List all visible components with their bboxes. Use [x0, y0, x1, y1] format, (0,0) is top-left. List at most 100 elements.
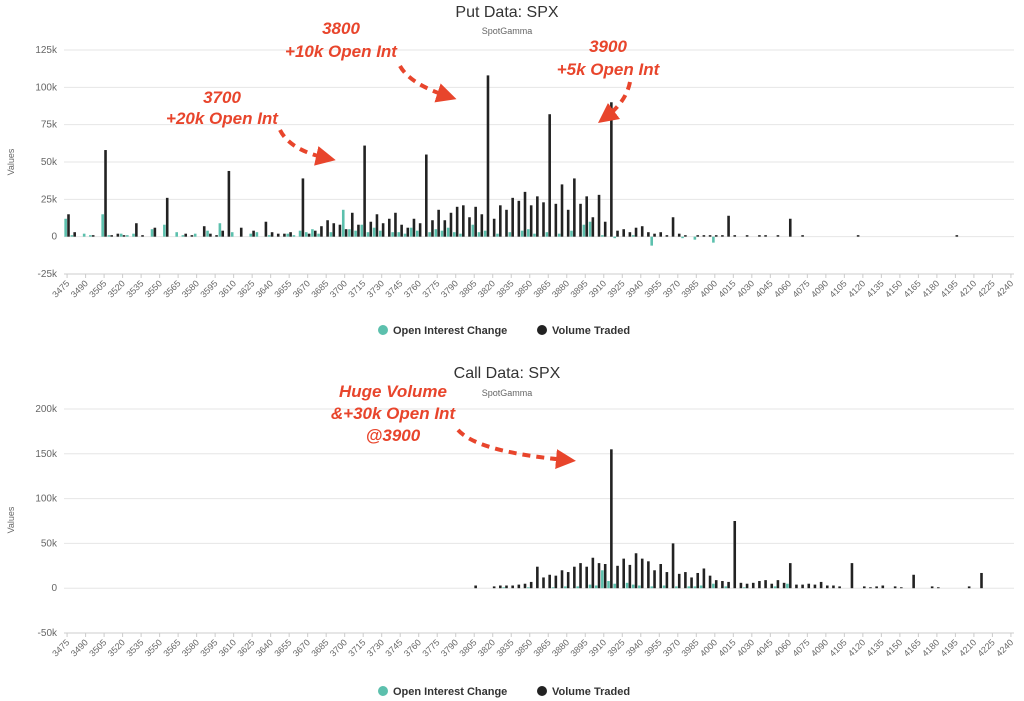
bar-volume-traded[interactable] — [634, 227, 638, 237]
bar-volume-traded[interactable] — [276, 233, 280, 237]
bar-open-interest-change[interactable] — [520, 230, 524, 237]
put-legend[interactable]: Open Interest Change Volume Traded — [378, 325, 630, 337]
bar-volume-traded[interactable] — [536, 566, 539, 589]
bar-open-interest-change[interactable] — [650, 586, 653, 589]
bar-volume-traded[interactable] — [690, 577, 693, 589]
bar-open-interest-change[interactable] — [582, 224, 586, 237]
bar-volume-traded[interactable] — [603, 221, 607, 237]
bar-volume-traded[interactable] — [708, 235, 712, 237]
bar-volume-traded[interactable] — [628, 564, 632, 589]
bar-volume-traded[interactable] — [122, 235, 126, 237]
bar-volume-traded[interactable] — [628, 232, 632, 237]
bar-volume-traded[interactable] — [523, 583, 527, 589]
bar-volume-traded[interactable] — [239, 227, 243, 237]
bar-volume-traded[interactable] — [566, 209, 570, 237]
bar-open-interest-change[interactable] — [329, 232, 333, 237]
bar-volume-traded[interactable] — [714, 235, 718, 237]
bar-open-interest-change[interactable] — [533, 233, 536, 237]
bar-volume-traded[interactable] — [104, 150, 107, 237]
bar-volume-traded[interactable] — [610, 449, 613, 589]
bar-volume-traded[interactable] — [455, 206, 459, 237]
bar-volume-traded[interactable] — [838, 586, 841, 589]
bar-volume-traded[interactable] — [634, 553, 638, 589]
bar-volume-traded[interactable] — [443, 220, 447, 237]
bar-volume-traded[interactable] — [585, 566, 588, 589]
bar-open-interest-change[interactable] — [348, 229, 351, 237]
bar-volume-traded[interactable] — [616, 230, 619, 237]
bar-volume-traded[interactable] — [671, 543, 675, 589]
bar-volume-traded[interactable] — [153, 227, 157, 237]
bar-volume-traded[interactable] — [862, 586, 866, 589]
bar-volume-traded[interactable] — [91, 235, 95, 237]
bar-volume-traded[interactable] — [449, 212, 453, 237]
bar-open-interest-change[interactable] — [255, 232, 259, 237]
bar-open-interest-change[interactable] — [354, 230, 357, 237]
bar-open-interest-change[interactable] — [286, 233, 290, 237]
bar-volume-traded[interactable] — [505, 585, 508, 589]
bar-open-interest-change[interactable] — [508, 232, 512, 237]
bar-open-interest-change[interactable] — [786, 583, 789, 589]
bar-volume-traded[interactable] — [745, 235, 749, 237]
bar-open-interest-change[interactable] — [107, 235, 111, 237]
bar-open-interest-change[interactable] — [317, 233, 320, 237]
bar-open-interest-change[interactable] — [650, 236, 653, 246]
bar-volume-traded[interactable] — [264, 221, 268, 237]
bar-volume-traded[interactable] — [387, 218, 391, 237]
bar-volume-traded[interactable] — [566, 572, 570, 589]
bar-volume-traded[interactable] — [591, 557, 595, 589]
bar-open-interest-change[interactable] — [687, 586, 691, 589]
bar-open-interest-change[interactable] — [588, 584, 592, 589]
bar-volume-traded[interactable] — [764, 235, 767, 237]
bar-open-interest-change[interactable] — [126, 235, 129, 237]
bar-volume-traded[interactable] — [733, 521, 737, 589]
bar-volume-traded[interactable] — [832, 585, 835, 589]
bar-volume-traded[interactable] — [721, 235, 724, 237]
bar-volume-traded[interactable] — [937, 587, 940, 589]
bar-open-interest-change[interactable] — [378, 230, 382, 237]
bar-volume-traded[interactable] — [474, 206, 477, 237]
bar-volume-traded[interactable] — [770, 583, 774, 589]
bar-open-interest-change[interactable] — [588, 221, 592, 237]
bar-volume-traded[interactable] — [511, 197, 514, 237]
bar-volume-traded[interactable] — [326, 220, 329, 237]
bar-volume-traded[interactable] — [468, 217, 471, 237]
bar-volume-traded[interactable] — [653, 233, 656, 237]
bar-volume-traded[interactable] — [597, 563, 601, 589]
bar-open-interest-change[interactable] — [267, 235, 271, 237]
bar-volume-traded[interactable] — [597, 194, 601, 237]
bar-volume-traded[interactable] — [67, 214, 70, 237]
bar-volume-traded[interactable] — [283, 233, 286, 237]
bar-volume-traded[interactable] — [764, 580, 767, 589]
bar-volume-traded[interactable] — [492, 586, 496, 589]
bar-volume-traded[interactable] — [751, 582, 755, 589]
bar-volume-traded[interactable] — [647, 232, 650, 237]
bar-volume-traded[interactable] — [165, 197, 169, 237]
bar-volume-traded[interactable] — [301, 178, 305, 237]
bar-open-interest-change[interactable] — [625, 582, 629, 589]
bar-volume-traded[interactable] — [640, 558, 644, 589]
bar-open-interest-change[interactable] — [397, 232, 401, 237]
bar-volume-traded[interactable] — [184, 233, 188, 237]
bar-volume-traded[interactable] — [406, 227, 410, 237]
bar-volume-traded[interactable] — [659, 564, 663, 589]
bar-volume-traded[interactable] — [209, 233, 212, 237]
bar-volume-traded[interactable] — [252, 230, 255, 237]
bar-volume-traded[interactable] — [437, 209, 440, 237]
bar-volume-traded[interactable] — [110, 235, 113, 237]
bar-volume-traded[interactable] — [758, 581, 761, 589]
bar-volume-traded[interactable] — [542, 577, 545, 589]
bar-open-interest-change[interactable] — [446, 227, 450, 237]
bar-volume-traded[interactable] — [900, 587, 903, 589]
bar-open-interest-change[interactable] — [527, 587, 530, 589]
bar-volume-traded[interactable] — [499, 585, 502, 589]
bar-volume-traded[interactable] — [573, 566, 576, 589]
bar-open-interest-change[interactable] — [292, 235, 296, 237]
bar-volume-traded[interactable] — [788, 563, 792, 589]
bar-volume-traded[interactable] — [462, 205, 465, 237]
bar-open-interest-change[interactable] — [218, 223, 222, 237]
bar-volume-traded[interactable] — [369, 221, 373, 237]
bar-volume-traded[interactable] — [548, 574, 551, 589]
bar-volume-traded[interactable] — [492, 218, 496, 237]
bar-volume-traded[interactable] — [893, 586, 897, 589]
bar-volume-traded[interactable] — [431, 220, 434, 237]
